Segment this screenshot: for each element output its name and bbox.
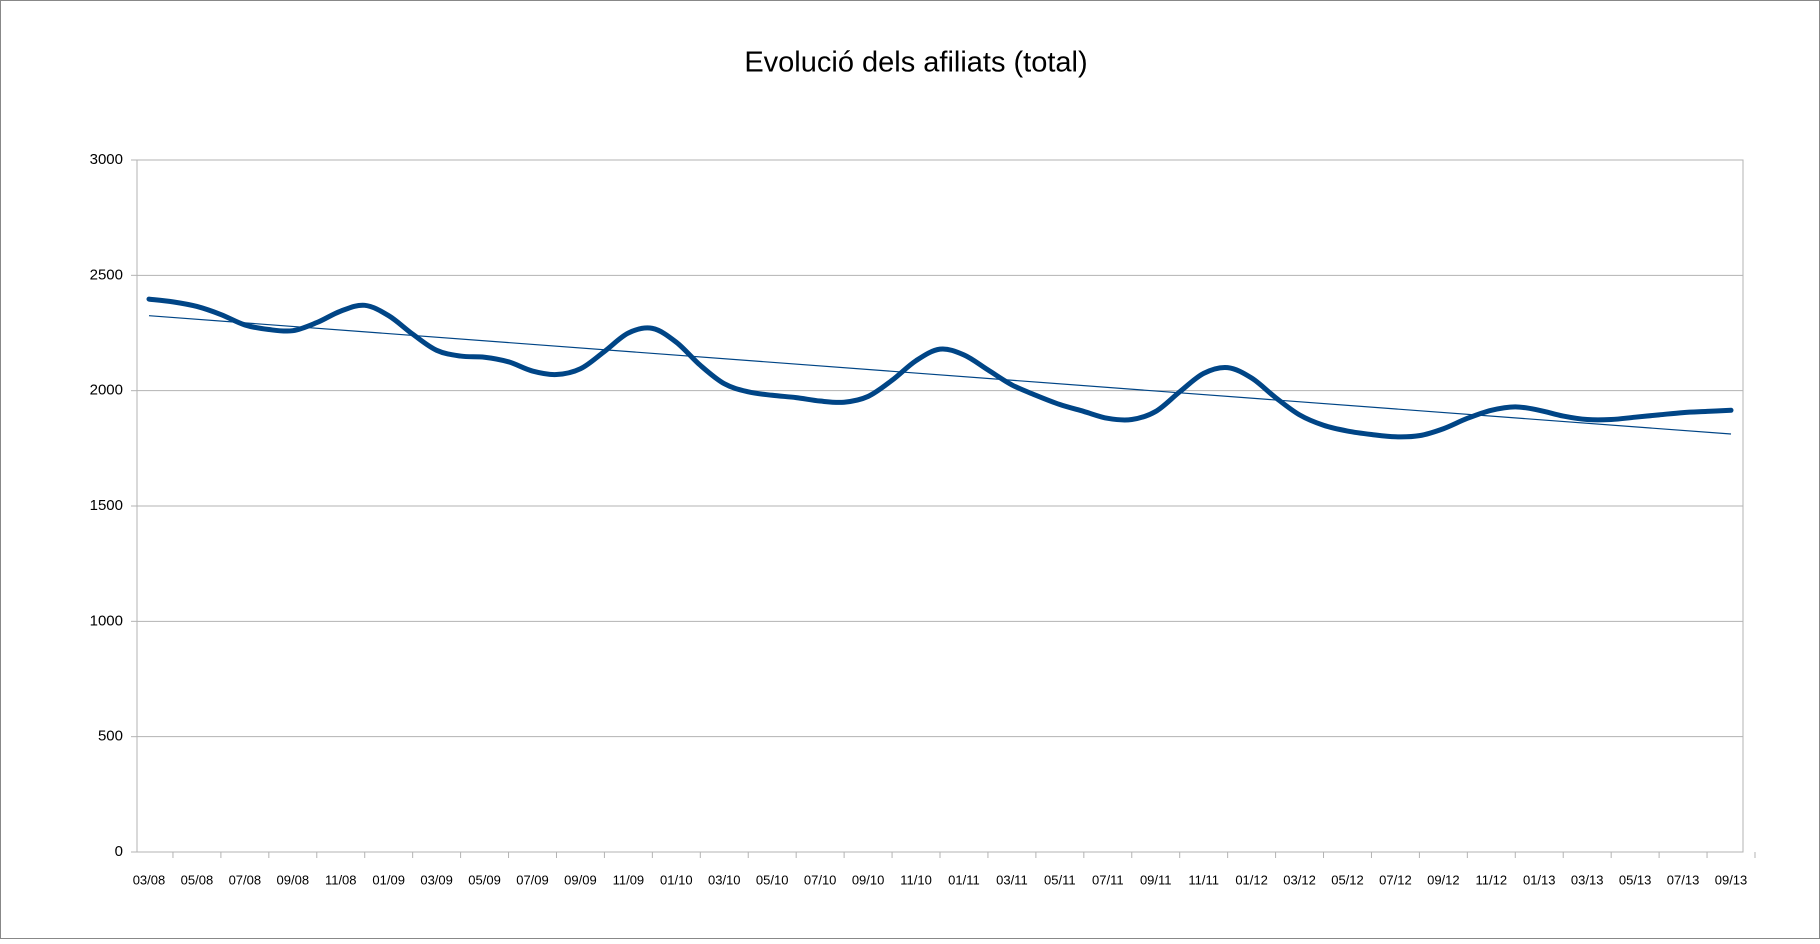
x-tick-label: 03/10 [708,872,741,887]
x-tick-label: 09/09 [564,872,597,887]
x-tick-label: 05/09 [468,872,501,887]
y-tick-label: 2500 [90,266,123,283]
y-tick-label: 3000 [90,151,123,168]
x-tick-label: 05/13 [1619,872,1652,887]
x-tick-label: 01/09 [372,872,405,887]
x-tick-label: 07/09 [516,872,549,887]
x-tick-label: 11/12 [1476,872,1508,887]
x-tick-label: 01/10 [660,872,693,887]
y-tick-label: 1000 [90,612,123,629]
x-tick-label: 07/08 [229,872,262,887]
x-tick-label: 11/10 [900,872,932,887]
x-tick-label: 09/13 [1715,872,1748,887]
y-tick-label: 0 [115,843,123,860]
trend-line [148,315,1732,435]
x-tick-label: 07/13 [1667,872,1700,887]
x-tick-label: 11/09 [613,872,645,887]
x-tick-label: 05/12 [1331,872,1364,887]
x-tick-label: 07/12 [1379,872,1412,887]
x-tick-label: 05/10 [756,872,789,887]
x-tick-label: 11/08 [325,872,357,887]
y-tick-label: 500 [98,728,123,745]
x-tick-label: 01/13 [1523,872,1556,887]
x-tick-label: 07/11 [1092,872,1124,887]
y-tick-label: 1500 [90,497,123,514]
x-tick-label: 05/11 [1044,872,1076,887]
x-tick-label: 01/11 [948,872,980,887]
x-tick-label: 09/12 [1427,872,1460,887]
x-tick-label: 05/08 [181,872,214,887]
x-tick-label: 03/09 [420,872,453,887]
x-tick-label: 03/12 [1283,872,1316,887]
chart-title: Evolució dels afiliats (total) [744,47,1087,79]
x-tick-label: 03/08 [133,872,166,887]
data-line [146,296,1734,440]
x-tick-label: 09/11 [1140,872,1172,887]
x-tick-label: 09/08 [277,872,310,887]
x-tick-label: 09/10 [852,872,885,887]
x-tick-label: 03/13 [1571,872,1604,887]
y-tick-label: 2000 [90,382,123,399]
x-tick-label: 07/10 [804,872,837,887]
x-tick-label: 11/11 [1188,872,1219,887]
x-tick-label: 01/12 [1235,872,1268,887]
x-tick-label: 03/11 [996,872,1028,887]
